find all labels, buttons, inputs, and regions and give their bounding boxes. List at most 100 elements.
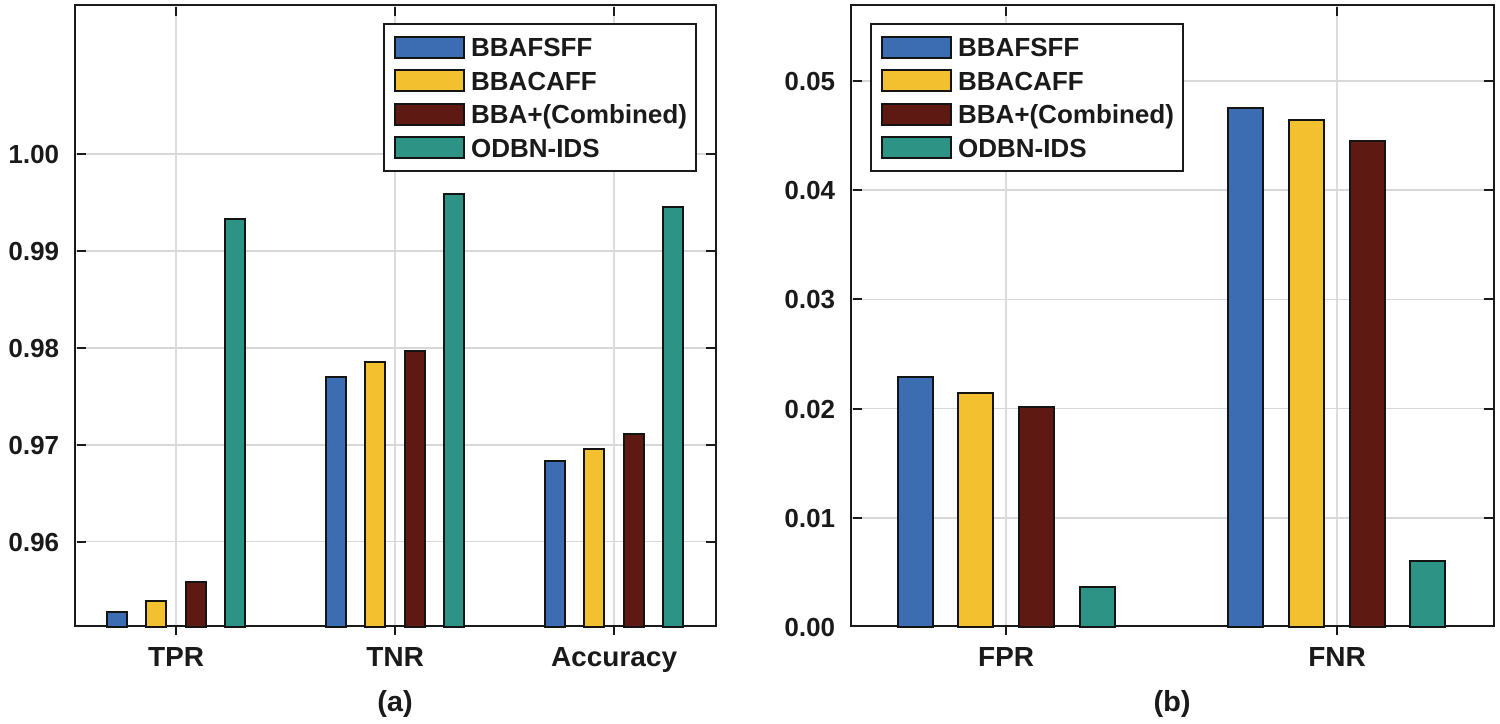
y-tick-left (76, 250, 86, 253)
legend-swatch (394, 69, 465, 93)
category-label: TNR (366, 641, 424, 672)
bar-bbacaff (364, 360, 387, 628)
y-gridline (76, 540, 715, 543)
legend-label: ODBN-IDS (958, 132, 1087, 163)
y-tick-right (1483, 407, 1493, 410)
y-tick-label: 0.03 (784, 284, 835, 315)
category-label: TPR (147, 641, 204, 672)
bar-bbacaff (1287, 119, 1325, 628)
y-tick-left (76, 346, 86, 349)
y-tick-label: 0.04 (784, 175, 835, 206)
y-tick-left (852, 407, 862, 410)
bar-odbn-ids (661, 205, 684, 628)
panel-a-label: (a) (377, 686, 413, 718)
legend-swatch (881, 69, 952, 93)
bar-odbn-ids (223, 218, 246, 628)
y-gridline (852, 407, 1493, 410)
y-tick-label: 0.99 (8, 236, 59, 267)
y-gridline (76, 347, 715, 349)
y-tick-label: 0.96 (8, 526, 59, 557)
y-tick-label: 0.98 (8, 332, 59, 363)
legend-row: BBACAFF (394, 68, 695, 94)
legend-row: BBA+(Combined) (881, 101, 1182, 127)
legend-swatch (394, 35, 465, 59)
x-tick-bottom (394, 627, 397, 635)
y-gridline (852, 298, 1493, 301)
y-tick-label: 0.00 (784, 612, 835, 642)
bar-odbn-ids (1078, 585, 1116, 628)
bar-bba-combined- (184, 581, 207, 628)
x-gridline (175, 6, 177, 625)
legend-label: BBA+(Combined) (958, 99, 1174, 130)
legend-label: ODBN-IDS (471, 132, 600, 163)
category-label: FPR (978, 641, 1035, 672)
bar-bbafsff (543, 460, 566, 628)
y-tick-left (852, 79, 862, 82)
legend-label: BBACAFF (471, 65, 597, 96)
y-tick-right (1483, 79, 1493, 82)
y-tick-right (705, 540, 715, 543)
panel-b-label: (b) (1153, 686, 1191, 718)
x-tick-bottom (1005, 627, 1008, 635)
legend-swatch (881, 102, 952, 126)
x-tick-bottom (174, 627, 177, 635)
y-gridline (76, 250, 715, 252)
y-tick-left (852, 298, 862, 301)
bar-bbacaff (957, 392, 995, 628)
x-tick-top (174, 6, 177, 16)
legend-row: ODBN-IDS (394, 135, 695, 161)
bar-bba-combined- (403, 349, 426, 628)
y-tick-left (852, 189, 862, 192)
x-gridline (613, 6, 615, 625)
bar-odbn-ids (1409, 560, 1447, 628)
legend-swatch (394, 136, 465, 160)
x-tick-top (1335, 6, 1338, 16)
legend-label: BBAFSFF (471, 32, 593, 63)
legend-row: BBAFSFF (881, 34, 1182, 60)
y-tick-label: 0.02 (784, 393, 835, 424)
bar-bbafsff (1227, 107, 1265, 628)
y-tick-right (1483, 298, 1493, 301)
y-tick-label: 0.01 (784, 502, 835, 533)
y-gridline (852, 189, 1493, 191)
legend-swatch (881, 136, 952, 160)
y-tick-left (76, 153, 86, 156)
legend-swatch (881, 35, 952, 59)
y-tick-right (1483, 516, 1493, 519)
y-tick-right (705, 346, 715, 349)
x-gridline (394, 6, 396, 625)
legend-row: BBAFSFF (394, 34, 695, 60)
x-gridline (1336, 6, 1338, 625)
y-tick-left (76, 443, 86, 446)
legend-label: BBA+(Combined) (471, 99, 687, 130)
category-label: FNR (1308, 641, 1366, 672)
legend: BBAFSFF BBACAFF BBA+(Combined) ODBN-IDS (870, 23, 1184, 172)
x-tick-top (394, 6, 397, 16)
y-tick-right (705, 153, 715, 156)
bar-bba-combined- (1018, 406, 1056, 628)
x-tick-top (1005, 6, 1008, 16)
bar-bbacaff (583, 447, 606, 628)
legend-row: ODBN-IDS (881, 135, 1182, 161)
bar-bbacaff (145, 599, 168, 628)
x-tick-top (612, 6, 615, 16)
legend-label: BBACAFF (958, 65, 1084, 96)
bar-bbafsff (105, 610, 128, 628)
x-gridline (1005, 6, 1007, 625)
bar-bba-combined- (622, 433, 645, 628)
x-tick-bottom (612, 627, 615, 635)
y-tick-right (1483, 189, 1493, 192)
y-tick-label: 0.05 (784, 65, 835, 96)
x-tick-bottom (1335, 627, 1338, 635)
y-tick-left (76, 540, 86, 543)
legend-label: BBAFSFF (958, 32, 1080, 63)
legend-swatch (394, 102, 465, 126)
y-tick-label: 1.00 (8, 139, 59, 170)
category-label: Accuracy (550, 641, 678, 672)
legend-row: BBA+(Combined) (394, 101, 695, 127)
y-gridline (76, 444, 715, 446)
bar-bba-combined- (1348, 139, 1386, 628)
y-tick-right (705, 443, 715, 446)
y-gridline (852, 517, 1493, 519)
